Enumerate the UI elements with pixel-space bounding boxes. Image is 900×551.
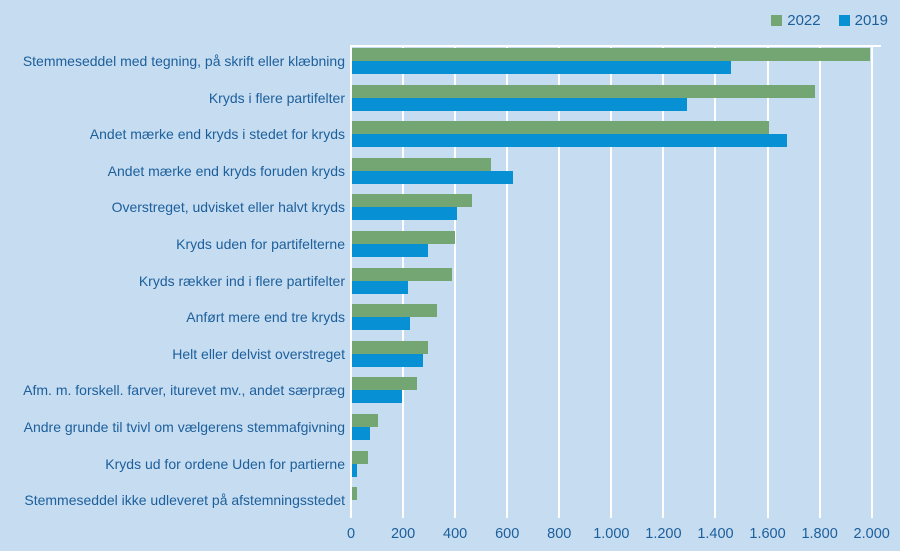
tick-label: 600 (495, 526, 520, 542)
category-label: Overstreget, udvisket eller halvt kryds (111, 199, 345, 216)
category-label: Stemmeseddel med tegning, på skrift elle… (22, 53, 345, 69)
bar-2022 (352, 267, 453, 281)
category-label: Andet mærke end kryds i stedet for kryds (89, 126, 345, 143)
tick-label: 1.800 (801, 526, 838, 542)
bar-2022 (352, 121, 769, 135)
bar-2022 (352, 304, 437, 318)
bar-2022 (352, 231, 455, 244)
category-label: Helt eller delvist overstreget (172, 345, 345, 362)
bar-2022 (352, 157, 492, 171)
tick-label: 200 (390, 526, 416, 542)
legend-swatch-2022 (771, 15, 783, 26)
legend-swatch-2019 (838, 15, 850, 26)
category-label: Kryds rækker ind i flere partifelter (138, 272, 345, 289)
bar-2019 (352, 244, 428, 257)
legend-label-2022: 2022 (787, 12, 821, 29)
category-label: Kryds ud for ordene Uden for partierne (105, 455, 345, 472)
gridline (506, 45, 509, 518)
tick-label: 1.200 (645, 526, 682, 542)
bar-2022 (352, 377, 418, 391)
gridline (714, 45, 717, 518)
tick-label: 0 (346, 526, 356, 542)
plot-top-border (351, 45, 881, 47)
gridline (558, 45, 561, 518)
gridline (610, 45, 613, 518)
legend: 2022 2019 (771, 12, 888, 29)
bar-2019 (352, 280, 408, 294)
category-label: Andet mærke end kryds foruden kryds (107, 162, 345, 179)
bar-2022 (352, 487, 358, 501)
tick-label: 2.000 (853, 526, 890, 542)
gridline (870, 45, 873, 518)
category-label: Anført mere end tre kryds (186, 309, 345, 326)
bar-2022 (352, 414, 379, 427)
gridline (350, 45, 352, 518)
tick-label: 800 (547, 526, 572, 542)
category-label: Afm. m. forskell. farver, iturevet mv., … (23, 382, 345, 399)
category-label: Stemmeseddel ikke udleveret på afstemnin… (24, 492, 345, 509)
category-label: Kryds i flere partifelter (208, 89, 345, 106)
bar-2019 (352, 353, 423, 367)
bar-2019 (352, 134, 787, 148)
tick-label: 1.600 (749, 526, 786, 542)
bar-2019 (352, 170, 514, 184)
bar-2019 (352, 317, 410, 331)
tick-label: 400 (443, 526, 468, 542)
legend-item-2019: 2019 (838, 12, 888, 29)
bar-2022 (352, 84, 816, 98)
gridline (662, 45, 665, 518)
bar-2019 (352, 97, 687, 111)
legend-item-2022: 2022 (771, 12, 821, 29)
bar-2022 (352, 48, 871, 61)
gridline (818, 45, 821, 518)
tick-label: 1.400 (697, 526, 734, 542)
bar-2019 (352, 463, 358, 477)
tick-label: 1.000 (593, 526, 630, 542)
bar-2022 (352, 450, 368, 464)
bar-2022 (352, 194, 472, 208)
category-label: Kryds uden for partifelterne (176, 236, 345, 252)
bar-2019 (352, 61, 731, 74)
bar-2019 (352, 207, 458, 221)
plot-area (350, 45, 881, 518)
bar-2022 (352, 340, 429, 354)
bar-2019 (352, 390, 402, 404)
legend-label-2019: 2019 (854, 12, 888, 29)
gridline (454, 45, 457, 518)
category-label: Andre grunde til tvivl om vælgerens stem… (23, 419, 345, 435)
bar-2019 (352, 427, 370, 440)
gridline (766, 45, 769, 518)
